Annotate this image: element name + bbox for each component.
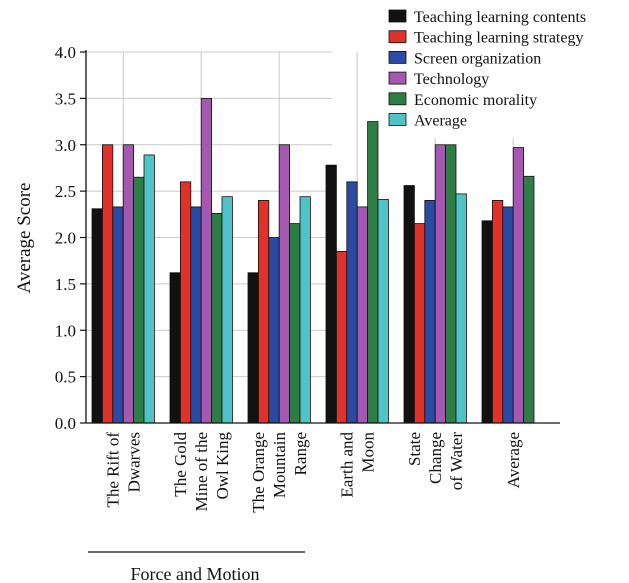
x-tick-label: State <box>405 432 424 466</box>
bar <box>289 223 301 424</box>
legend-swatch <box>388 92 407 106</box>
y-tick-label: 2.0 <box>55 229 76 248</box>
x-tick-label: The Rift of <box>104 432 123 508</box>
axes <box>85 50 560 424</box>
legend-label: Average <box>414 113 467 130</box>
legend-item: Average <box>388 113 467 130</box>
y-tick-label: 1.5 <box>55 275 76 294</box>
category-label: The Rift of Dwarves <box>104 432 144 508</box>
x-tick-label: of Water <box>447 432 466 491</box>
bar <box>377 199 389 424</box>
legend-item: Teaching learning strategy <box>388 30 583 47</box>
bar <box>211 212 223 424</box>
bar <box>455 193 467 424</box>
bar <box>413 223 426 424</box>
bar <box>143 154 155 424</box>
x-tick-label: Moon <box>359 432 378 473</box>
category-labels: The Rift of Dwarves The Gold Mine of the Owl… <box>104 432 524 513</box>
category-label: Earth and Moon <box>338 432 378 498</box>
legend: Teaching learning contents Teaching learn… <box>386 4 626 138</box>
bar <box>512 147 525 424</box>
bar <box>112 206 124 424</box>
bar <box>190 206 202 424</box>
bar <box>403 185 415 424</box>
bar <box>346 181 358 424</box>
y-tick-label: 3.0 <box>55 136 76 155</box>
legend-swatch <box>388 113 407 126</box>
legend-swatch <box>388 9 407 23</box>
y-tick-labels: 0.0 0.5 1.0 1.5 2.0 2.5 3.0 3.5 4.0 <box>55 43 86 433</box>
y-tick-label: 0.0 <box>55 414 76 433</box>
x-tick-label: The Orange <box>249 432 268 513</box>
bar <box>221 196 233 424</box>
legend-swatch <box>388 71 407 85</box>
legend-item: Teaching learning contents <box>388 9 586 26</box>
bar <box>523 175 535 424</box>
bar <box>424 199 436 424</box>
x-tick-label: Earth and <box>338 432 357 498</box>
bar <box>247 272 259 424</box>
y-tick-label: 0.5 <box>55 368 76 387</box>
x-tick-label: Mine of the <box>192 432 211 511</box>
bar <box>356 206 369 424</box>
bar <box>102 144 114 424</box>
x-tick-label: Owl King <box>213 432 232 500</box>
legend-label: Teaching learning contents <box>414 9 586 26</box>
bar <box>133 176 145 424</box>
category-label: State Change of Water <box>405 432 466 491</box>
y-tick-label: 1.0 <box>55 321 76 340</box>
legend-label: Economic morality <box>414 92 537 109</box>
bars <box>91 97 535 424</box>
bar <box>445 144 457 424</box>
bar <box>481 220 493 424</box>
legend-background <box>386 4 626 138</box>
x-tick-label: Average <box>504 432 523 488</box>
legend-label: Teaching learning strategy <box>414 30 583 47</box>
y-tick-label: 3.5 <box>55 89 76 108</box>
bar <box>200 97 212 424</box>
legend-label: Screen organization <box>414 50 541 67</box>
legend-swatch <box>388 30 407 44</box>
legend-item: Screen organization <box>388 50 541 67</box>
category-label: The Orange Mountain Range <box>249 432 310 513</box>
x-tick-label: Change <box>426 432 445 484</box>
bar <box>268 237 280 424</box>
bar <box>325 164 337 424</box>
legend-item: Technology <box>388 71 489 88</box>
category-label: Average <box>504 432 523 488</box>
group-label: Force and Motion <box>131 564 260 583</box>
bar <box>434 144 447 424</box>
bar <box>367 121 379 424</box>
bar <box>502 206 514 424</box>
bar <box>299 196 311 424</box>
legend-label: Technology <box>414 71 489 88</box>
legend-swatch <box>388 51 407 64</box>
bar <box>179 181 192 424</box>
bar <box>278 144 291 424</box>
legend-item: Economic morality <box>388 92 537 109</box>
category-label: The Gold Mine of the Owl King <box>171 432 232 512</box>
y-tick-label: 2.5 <box>55 182 76 201</box>
x-tick-label: The Gold <box>171 432 190 497</box>
bar <box>257 199 270 424</box>
bar <box>169 272 181 424</box>
bar <box>491 199 504 424</box>
y-axis-label: Average Score <box>14 183 35 294</box>
bar <box>91 208 103 424</box>
x-tick-label: Dwarves <box>125 432 144 492</box>
y-tick-label: 4.0 <box>55 43 76 62</box>
bar <box>122 144 134 424</box>
x-tick-label: Mountain <box>270 432 289 499</box>
bar <box>335 251 348 424</box>
x-tick-label: Range <box>291 432 310 475</box>
